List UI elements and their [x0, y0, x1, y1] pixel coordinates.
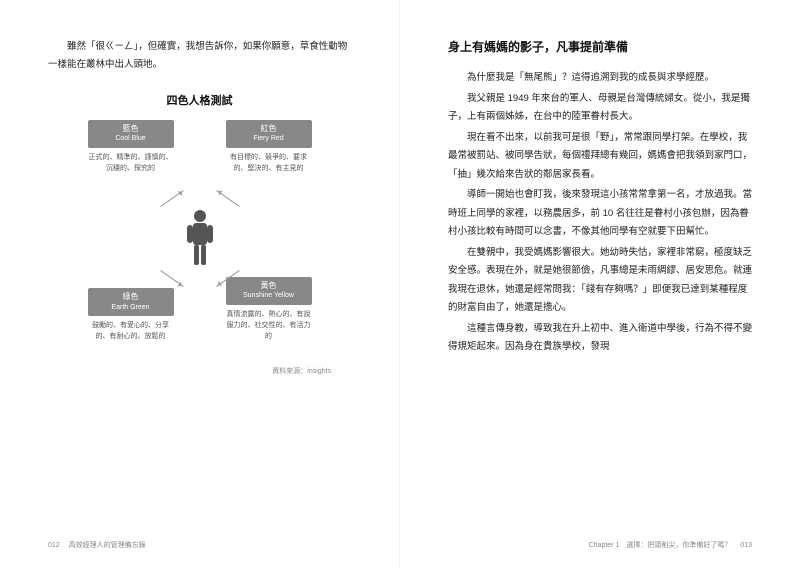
person-icon — [183, 208, 217, 268]
quadrant-red: 紅色Fiery Red 有目標的、競爭的、要求的、堅決的、有主見的 — [226, 120, 312, 174]
quad-zh: 藍色 — [123, 124, 139, 133]
paragraph: 導師一開始也會盯我，後來發現這小孩常常拿第一名，才放過我。當時班上同學的家裡，以… — [448, 186, 752, 242]
quad-en: Sunshine Yellow — [228, 291, 310, 300]
personality-chart: 藍色Cool Blue 正式的、精準的、謹慎的、沉穩的、探究的 紅色Fiery … — [70, 120, 330, 360]
quad-desc: 有目標的、競爭的、要求的、堅決的、有主見的 — [226, 152, 312, 174]
quad-desc: 鼓勵的、有愛心的、分享的、有耐心的、放鬆的 — [88, 320, 174, 342]
quad-en: Cool Blue — [90, 134, 172, 143]
quadrant-blue: 藍色Cool Blue 正式的、精準的、謹慎的、沉穩的、探究的 — [88, 120, 174, 174]
right-page: 身上有媽媽的影子，凡事提前準備 為什麼我是「無尾熊」？這得追溯到我的成長與求學經… — [400, 0, 800, 568]
paragraph: 這種言傳身教，導致我在升上初中、進入衛道中學後，行為不得不變得規矩起來。因為身在… — [448, 320, 752, 357]
page-number: 013 — [740, 542, 752, 549]
chapter-label: Chapter 1 選擇：把頭削尖，你準備好了嗎？ — [589, 542, 732, 549]
paragraph: 在雙親中，我受媽媽影響很大。她幼時失怙，家裡非常窮，極度缺乏安全感。表現在外，就… — [448, 244, 752, 318]
arrow-icon — [160, 270, 184, 287]
paragraph: 現在看不出來，以前我可是很「野」，常常跟同學打架。在學校，我最常被罰站、被同學告… — [448, 129, 752, 185]
quad-desc: 真情流露的、熱心的、有說服力的、社交性的、有活力的 — [226, 309, 312, 343]
section-heading: 身上有媽媽的影子，凡事提前準備 — [448, 38, 752, 55]
page-number: 012 — [48, 542, 60, 549]
right-footer: Chapter 1 選擇：把頭削尖，你準備好了嗎？ 013 — [589, 540, 752, 550]
quad-desc: 正式的、精準的、謹慎的、沉穩的、探究的 — [88, 152, 174, 174]
quad-zh: 紅色 — [261, 124, 277, 133]
quad-zh: 綠色 — [123, 292, 139, 301]
left-page: 雖然「很ㄍㄧㄥ」，但確實，我想告訴你，如果你願意，草食性動物一樣能在叢林中出人頭… — [0, 0, 400, 568]
quadrant-green: 綠色 Earth Green 鼓勵的、有愛心的、分享的、有耐心的、放鬆的 — [88, 288, 174, 342]
quad-en: Fiery Red — [228, 134, 310, 143]
book-title: 高效經理人的管理備忘錄 — [69, 542, 146, 549]
body-text: 為什麼我是「無尾熊」？這得追溯到我的成長與求學經歷。 我父親是 1949 年來台… — [448, 69, 752, 359]
chart-source: 資料來源：insights — [48, 366, 351, 376]
quad-zh: 黃色 — [261, 281, 277, 290]
arrow-icon — [160, 190, 184, 207]
arrow-icon — [216, 190, 240, 207]
paragraph: 我父親是 1949 年來台的軍人、母親是台灣傳統婦女。從小，我是獨子，上有兩個姊… — [448, 90, 752, 127]
chart-title: 四色人格測試 — [48, 92, 351, 108]
intro-paragraph: 雖然「很ㄍㄧㄥ」，但確實，我想告訴你，如果你願意，草食性動物一樣能在叢林中出人頭… — [48, 38, 351, 74]
paragraph: 為什麼我是「無尾熊」？這得追溯到我的成長與求學經歷。 — [448, 69, 752, 88]
left-footer: 012 高效經理人的管理備忘錄 — [48, 540, 146, 550]
quad-en: Earth Green — [90, 303, 172, 312]
quadrant-yellow: 黃色Sunshine Yellow 真情流露的、熱心的、有說服力的、社交性的、有… — [226, 277, 312, 342]
